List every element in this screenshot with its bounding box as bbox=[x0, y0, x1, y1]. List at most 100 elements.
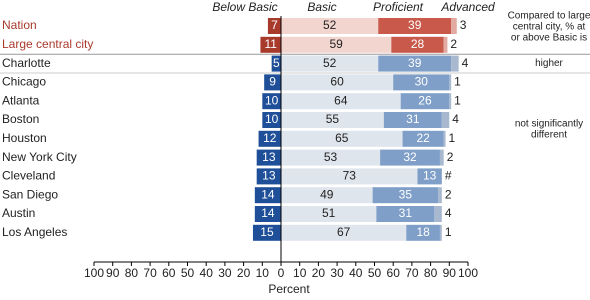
segment-header: Proficient bbox=[373, 0, 424, 14]
bar-segment bbox=[258, 130, 281, 147]
value-label: 35 bbox=[399, 187, 413, 201]
x-tick-label: 50 bbox=[181, 266, 195, 280]
bar-segment bbox=[443, 36, 448, 53]
x-axis-label: Percent bbox=[268, 282, 310, 296]
value-label: 59 bbox=[329, 37, 343, 51]
bar-segment bbox=[281, 112, 384, 128]
x-tick-label: 80 bbox=[424, 266, 438, 280]
value-label: 4 bbox=[452, 112, 459, 126]
bar-segment bbox=[281, 93, 401, 110]
bar-segment bbox=[439, 224, 442, 241]
x-tick-label: 0 bbox=[278, 266, 285, 280]
value-label: 10 bbox=[265, 93, 279, 107]
value-label: 39 bbox=[408, 18, 422, 32]
value-label: 4 bbox=[462, 56, 469, 70]
value-label: 2 bbox=[445, 187, 452, 201]
x-tick-label: 10 bbox=[293, 266, 307, 280]
bar-segment bbox=[281, 187, 373, 204]
note: Compared to large bbox=[508, 11, 590, 22]
bar-segment bbox=[281, 18, 379, 34]
value-label: 55 bbox=[326, 112, 340, 126]
bar-segment bbox=[378, 18, 452, 34]
category-label: New York City bbox=[2, 150, 77, 164]
bar-segment bbox=[451, 18, 457, 34]
value-label: 53 bbox=[324, 150, 338, 164]
value-label: 1 bbox=[454, 93, 461, 107]
bar-segment bbox=[400, 93, 450, 110]
bar-segment bbox=[281, 168, 418, 185]
bar-segment bbox=[376, 206, 435, 222]
x-tick-label: 70 bbox=[405, 266, 419, 280]
segment-header: Advanced bbox=[440, 0, 495, 14]
x-tick-label: 10 bbox=[256, 266, 270, 280]
bar-segment bbox=[393, 74, 450, 91]
x-tick-label: 80 bbox=[125, 266, 139, 280]
value-label: 18 bbox=[416, 225, 430, 239]
note: or above Basic is bbox=[511, 33, 587, 44]
value-label: 10 bbox=[265, 112, 279, 126]
category-label: Cleveland bbox=[2, 169, 55, 183]
bar-segment bbox=[281, 130, 403, 147]
category-label: Atlanta bbox=[2, 93, 40, 107]
value-label: 52 bbox=[323, 18, 337, 32]
bar-segment bbox=[281, 36, 392, 53]
value-label: 13 bbox=[262, 169, 276, 183]
x-tick-label: 70 bbox=[143, 266, 157, 280]
value-label: 51 bbox=[322, 206, 336, 220]
bar-segment bbox=[252, 224, 281, 241]
bar-segment bbox=[281, 224, 407, 241]
bar-segment bbox=[438, 187, 442, 204]
bar-segment bbox=[449, 74, 452, 91]
value-label: 13 bbox=[423, 169, 437, 183]
bar-segment bbox=[406, 224, 440, 241]
value-label: 26 bbox=[418, 93, 432, 107]
bar-segment bbox=[262, 112, 281, 128]
value-label: 22 bbox=[416, 131, 430, 145]
value-label: # bbox=[445, 169, 452, 183]
x-tick-label: 90 bbox=[106, 266, 120, 280]
value-label: 5 bbox=[273, 56, 280, 70]
value-label: 1 bbox=[445, 225, 452, 239]
x-tick-label: 60 bbox=[387, 266, 401, 280]
value-label: 31 bbox=[399, 206, 413, 220]
value-label: 1 bbox=[449, 131, 456, 145]
category-label: Nation bbox=[2, 18, 37, 32]
bar-segment bbox=[391, 36, 444, 53]
bar-segment bbox=[256, 168, 281, 185]
bar-segment bbox=[271, 55, 281, 72]
bar-segment bbox=[434, 206, 442, 222]
bar-segment bbox=[281, 149, 381, 166]
comparison: different bbox=[531, 130, 567, 141]
x-tick-label: 20 bbox=[237, 266, 251, 280]
bar-segment bbox=[260, 36, 281, 53]
category-label: Chicago bbox=[2, 75, 46, 89]
value-label: 11 bbox=[264, 37, 277, 51]
value-label: 60 bbox=[330, 75, 344, 89]
value-label: 32 bbox=[403, 150, 417, 164]
category-label: Houston bbox=[2, 131, 47, 145]
category-label: San Diego bbox=[2, 187, 58, 201]
bar-segment bbox=[402, 130, 444, 147]
value-label: 14 bbox=[261, 187, 275, 201]
value-label: 2 bbox=[447, 150, 454, 164]
bar-segment bbox=[264, 74, 281, 91]
value-label: 15 bbox=[260, 225, 274, 239]
category-label: Los Angeles bbox=[2, 225, 67, 239]
bar-segment bbox=[281, 206, 377, 222]
value-label: 31 bbox=[406, 112, 420, 126]
x-tick-label: 20 bbox=[312, 266, 326, 280]
bar-segment bbox=[281, 74, 394, 91]
value-label: 7 bbox=[271, 18, 278, 32]
bar-segment bbox=[254, 187, 281, 204]
x-tick-label: 30 bbox=[218, 266, 232, 280]
value-label: 13 bbox=[262, 150, 276, 164]
bar-segment bbox=[443, 130, 446, 147]
note: central city, % at bbox=[513, 22, 586, 33]
category-label: Charlotte bbox=[2, 56, 51, 70]
bar-segment bbox=[262, 93, 281, 110]
category-label: Boston bbox=[2, 112, 39, 126]
x-tick-label: 50 bbox=[368, 266, 382, 280]
segment-header: Below Basic bbox=[212, 0, 277, 14]
bar-segment bbox=[441, 112, 450, 128]
